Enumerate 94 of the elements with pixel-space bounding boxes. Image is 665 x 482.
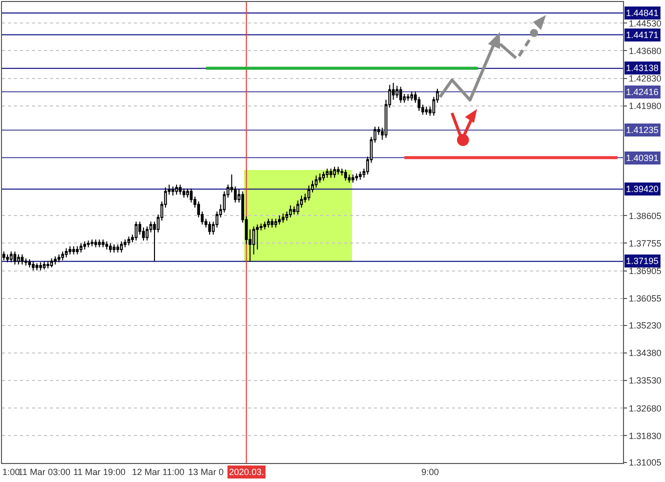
x-tick-label: 11 Mar 19:00 <box>73 466 126 477</box>
y-tick-label: 1.31830 <box>628 430 662 441</box>
candlestick <box>146 226 149 241</box>
candlestick <box>46 260 50 269</box>
x-tick-label: 2020.03. <box>229 467 264 477</box>
candlestick <box>109 242 112 253</box>
candlestick <box>399 86 402 104</box>
candlestick <box>278 214 281 226</box>
candlestick <box>72 246 76 255</box>
candlestick <box>10 251 13 263</box>
y-tick-label: 1.41980 <box>628 101 662 112</box>
x-tick-label: 9:00 <box>421 466 439 477</box>
candlestick <box>352 174 354 184</box>
candlestick <box>42 260 46 270</box>
candlestick <box>32 260 35 271</box>
candlestick <box>318 173 322 184</box>
y-tick-label: 1.33530 <box>628 376 662 386</box>
candlestick <box>333 166 336 178</box>
candlestick <box>120 240 123 253</box>
x-tick-label: 11 Mar 03:00 <box>18 466 70 477</box>
candlestick <box>182 188 186 198</box>
candlestick <box>80 242 82 253</box>
y-tick-label: 1.37755 <box>628 238 662 248</box>
candlestick <box>322 171 325 182</box>
candlestick <box>13 251 16 265</box>
candlestick <box>39 262 42 271</box>
candlestick <box>112 244 116 253</box>
y-tick-label: 1.36905 <box>628 266 662 276</box>
ref-line-label: 1.39420 <box>626 184 659 194</box>
candlestick <box>116 244 120 253</box>
candlestick <box>208 221 212 236</box>
candlestick <box>289 204 292 218</box>
y-tick-label: 1.36055 <box>628 294 662 304</box>
ref-line-label: 1.41235 <box>626 125 659 135</box>
y-tick-label: 1.38605 <box>628 210 662 221</box>
candlestick <box>83 240 86 250</box>
candlestick <box>186 188 189 198</box>
candlestick <box>64 248 68 258</box>
candlestick <box>24 258 28 266</box>
candlestick <box>358 171 362 180</box>
candlestick <box>256 224 259 250</box>
candlestick <box>68 246 72 255</box>
candlestick <box>36 262 38 271</box>
y-tick-label: 1.31005 <box>628 458 662 468</box>
candlestick <box>282 212 284 224</box>
candlestick <box>355 173 358 182</box>
candlestick <box>175 184 178 196</box>
candlestick <box>344 169 347 182</box>
x-tick-label: 13 Mar 0 <box>188 466 224 477</box>
candlestick <box>274 218 278 228</box>
candlestick <box>267 218 270 228</box>
candlestick <box>329 168 332 178</box>
y-tick-label: 1.43680 <box>628 46 662 56</box>
candlestick <box>178 184 182 196</box>
ref-line-label: 1.44841 <box>626 8 659 18</box>
x-tick-label: 1:00 <box>2 466 20 477</box>
ref-line-label: 1.44171 <box>626 30 659 40</box>
candlestick <box>17 254 20 265</box>
candlestick <box>90 238 94 247</box>
candlestick <box>396 85 398 98</box>
ref-line-label: 1.40391 <box>626 153 659 163</box>
x-tick-label: 12 Mar 11:00 <box>132 466 184 477</box>
candlestick <box>105 240 108 250</box>
candlestick <box>54 256 57 265</box>
candlestick <box>94 238 98 248</box>
candlestick <box>326 168 329 178</box>
candlestick <box>171 186 174 196</box>
candlestick <box>76 246 79 255</box>
candlestick <box>336 166 340 176</box>
candlestick <box>263 221 266 230</box>
candlestick <box>50 258 54 268</box>
candlestick <box>98 238 101 248</box>
candlestick <box>406 93 410 102</box>
candlestick <box>2 251 6 261</box>
candlestick <box>134 221 138 241</box>
candlestick <box>102 238 104 248</box>
y-tick-label: 1.35230 <box>628 320 662 330</box>
candlestick <box>270 218 274 228</box>
candlestick <box>20 254 24 265</box>
candlestick <box>127 236 130 246</box>
candlestick <box>58 254 60 263</box>
candlestick <box>410 91 414 102</box>
candlestick <box>425 106 428 116</box>
candlestick <box>28 258 31 268</box>
ref-line-label: 1.37195 <box>626 256 659 266</box>
ref-line-label: 1.43138 <box>626 63 659 73</box>
candlestick <box>86 240 90 248</box>
candlestick <box>6 254 9 263</box>
y-tick-label: 1.42830 <box>628 74 662 84</box>
ref-line-label: 1.42416 <box>626 87 659 97</box>
y-tick-label: 1.44530 <box>628 18 662 28</box>
y-tick-label: 1.32680 <box>628 403 662 414</box>
y-tick-label: 1.34380 <box>628 348 662 358</box>
candlestick <box>61 251 64 261</box>
